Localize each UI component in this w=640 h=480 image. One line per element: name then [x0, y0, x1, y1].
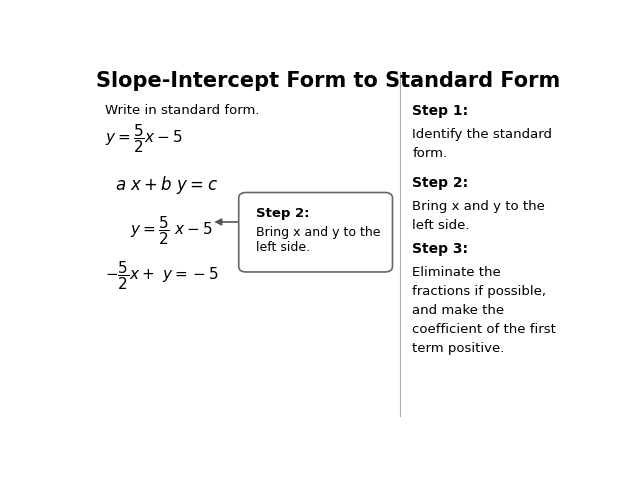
Text: Eliminate the
fractions if possible,
and make the
coefficient of the first
term : Eliminate the fractions if possible, and…: [412, 266, 556, 355]
Text: $y = \dfrac{5}{2}x - 5$: $y = \dfrac{5}{2}x - 5$: [105, 122, 182, 155]
Text: Bring x and y to the
left side.: Bring x and y to the left side.: [412, 200, 545, 232]
Text: Identify the standard
form.: Identify the standard form.: [412, 128, 552, 160]
Text: Bring x and y to the: Bring x and y to the: [256, 226, 381, 239]
Text: $-\dfrac{5}{2}x+\ y=-5$: $-\dfrac{5}{2}x+\ y=-5$: [105, 259, 219, 292]
Text: Slope-Intercept Form to Standard Form: Slope-Intercept Form to Standard Form: [96, 71, 560, 91]
Text: Step 2:: Step 2:: [412, 176, 468, 190]
Text: Step 2:: Step 2:: [256, 207, 310, 220]
FancyBboxPatch shape: [239, 192, 392, 272]
Text: Step 3:: Step 3:: [412, 242, 468, 256]
Text: Write in standard form.: Write in standard form.: [105, 104, 259, 117]
Text: $y=\dfrac{5}{2}\ x-5$: $y=\dfrac{5}{2}\ x-5$: [129, 215, 212, 248]
Text: $a\ x+b\ y=c$: $a\ x+b\ y=c$: [115, 174, 218, 196]
Text: left side.: left side.: [256, 240, 310, 253]
Text: Step 1:: Step 1:: [412, 104, 468, 118]
